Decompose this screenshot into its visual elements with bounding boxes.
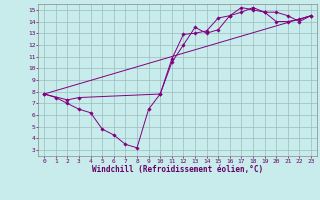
X-axis label: Windchill (Refroidissement éolien,°C): Windchill (Refroidissement éolien,°C): [92, 165, 263, 174]
